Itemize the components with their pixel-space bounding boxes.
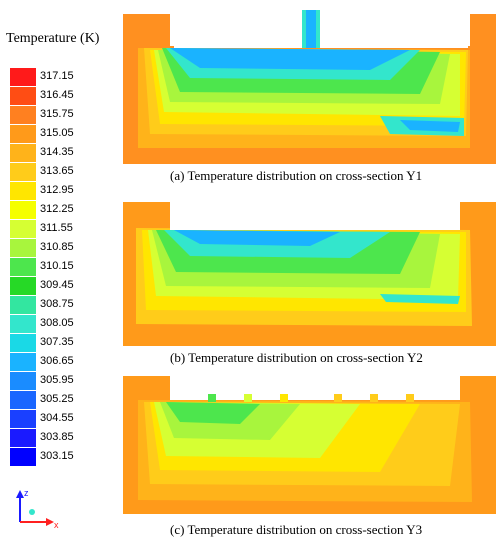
legend-entry: 307.35 [10,334,96,352]
temperature-contour-y2 [123,202,496,346]
legend-swatch [10,201,36,219]
legend-swatch [10,448,36,466]
legend-tick-label: 304.55 [40,412,74,424]
legend-entry: 310.15 [10,258,96,276]
legend-tick-label: 308.75 [40,298,74,310]
legend-tick-label: 309.45 [40,279,74,291]
legend-swatch [10,391,36,409]
legend-tick-label: 312.25 [40,203,74,215]
legend-tick-label: 307.35 [40,336,74,348]
legend-tick-label: 313.65 [40,165,74,177]
legend-swatch [10,144,36,162]
legend-entry: 312.25 [10,201,96,219]
caption-panel-a: (a) Temperature distribution on cross-se… [170,168,423,183]
legend-swatch [10,429,36,447]
legend-tick-label: 315.05 [40,127,74,139]
legend-swatch [10,296,36,314]
legend-tick-label: 314.35 [40,146,74,158]
legend-entry: 308.05 [10,315,96,333]
legend-swatch [10,353,36,371]
legend-entry: 317.15 [10,68,96,86]
legend-swatch [10,277,36,295]
legend-tick-label: 311.55 [40,222,73,234]
z-axis-label: z [24,488,29,498]
legend-tick-label: 308.05 [40,317,74,329]
legend-swatch [10,125,36,143]
axis-triad-icon: z x [16,488,59,528]
legend-tick-label: 305.25 [40,393,74,405]
legend-entry: 310.85 [10,239,96,257]
legend-entry: 314.35 [10,144,96,162]
legend-swatch [10,258,36,276]
legend-title: Temperature (K) [6,31,100,46]
legend-tick-label: 316.45 [40,89,74,101]
legend-swatch [10,182,36,200]
legend-swatch [10,68,36,86]
legend-entry: 315.05 [10,125,96,143]
legend-entry: 309.45 [10,277,96,295]
legend-tick-label: 315.75 [40,108,74,120]
legend-entry: 312.95 [10,182,96,200]
legend-swatch [10,315,36,333]
legend-entry: 306.65 [10,353,96,371]
legend-tick-label: 303.85 [40,431,74,443]
caption-panel-b: (b) Temperature distribution on cross-se… [170,350,423,365]
legend-swatch [10,239,36,257]
legend-entry: 305.95 [10,372,96,390]
legend-entry: 315.75 [10,106,96,124]
temperature-contour-y3 [123,376,496,514]
caption-panel-c: (c) Temperature distribution on cross-se… [170,522,423,537]
legend-tick-label: 317.15 [40,70,74,82]
legend-entry: 305.25 [10,391,96,409]
legend-tick-label: 310.15 [40,260,74,272]
legend-swatch [10,87,36,105]
legend-tick-label: 303.15 [40,450,74,462]
legend-tick-label: 310.85 [40,241,74,253]
legend-swatch [10,334,36,352]
legend-swatch [10,163,36,181]
temperature-contour-y1 [123,10,496,164]
legend-entry: 303.85 [10,429,96,447]
x-axis-label: x [54,520,59,528]
legend-swatch [10,410,36,428]
legend-swatch [10,106,36,124]
legend-swatch [10,220,36,238]
legend-tick-label: 305.95 [40,374,74,386]
legend-tick-label: 306.65 [40,355,74,367]
legend-swatch [10,372,36,390]
legend-entry: 316.45 [10,87,96,105]
legend-entry: 311.55 [10,220,96,238]
legend-entry: 303.15 [10,448,96,466]
legend-entry: 313.65 [10,163,96,181]
legend-entry: 304.55 [10,410,96,428]
legend-entry: 308.75 [10,296,96,314]
legend-tick-label: 312.95 [40,184,74,196]
